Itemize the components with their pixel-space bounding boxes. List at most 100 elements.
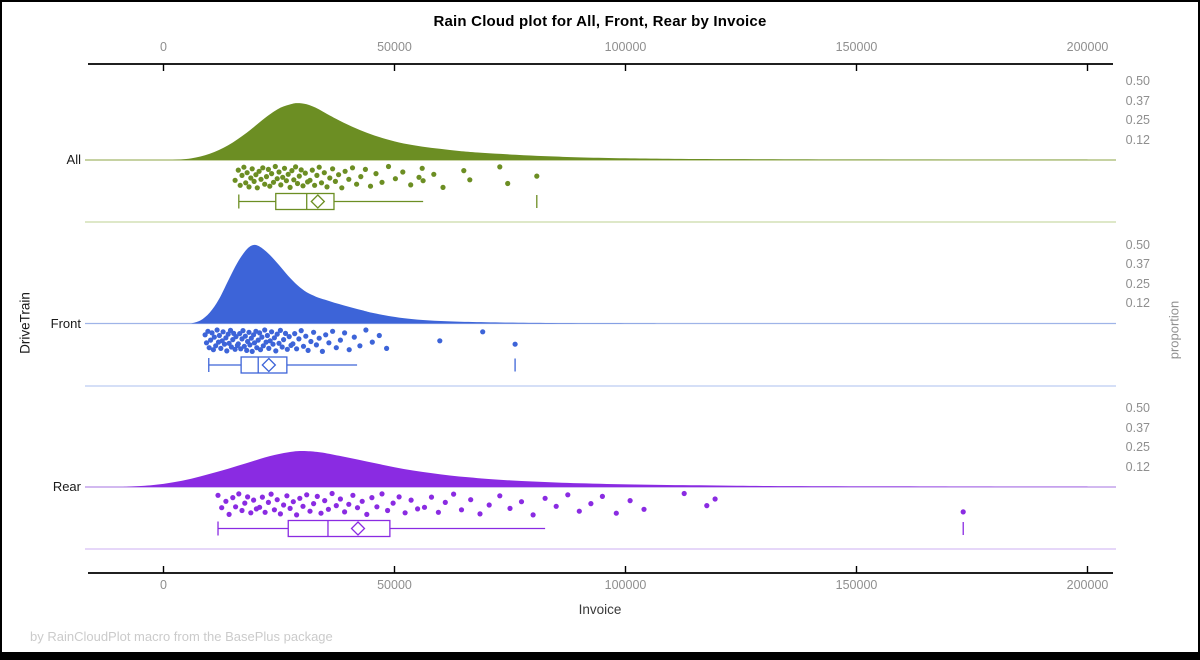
rain-point [534,173,540,179]
rain-point [284,493,290,499]
rain-point [385,163,392,170]
rain-point [530,512,536,518]
rain-point [323,332,329,338]
rain-point [314,493,320,499]
proportion-tick-label: 0.37 [1125,93,1150,108]
rain-point [203,340,210,346]
bottom-axis-tick-label: 0 [160,578,167,592]
rain-point [263,339,269,345]
rain-point [262,509,268,515]
rain-point [254,185,260,191]
rain-point [307,177,313,183]
rain-point [507,505,513,511]
rain-point [260,165,266,171]
rain-point [312,182,318,188]
proportion-tick-label: 0.37 [1125,257,1150,271]
rain-point [300,343,307,349]
rain-point [325,506,331,512]
rain-point [246,329,252,335]
rain-point [286,334,292,340]
rain-point [322,498,328,504]
rain-point [277,511,283,517]
rain-point [588,501,594,507]
rain-point [468,497,474,503]
rain-point [202,332,208,338]
category-label-all: All [66,152,81,167]
rain-point [396,494,402,500]
rain-point [420,178,426,184]
rain-point [257,347,264,353]
rain-point [385,507,391,514]
rain-point [300,183,306,189]
rain-point [330,328,336,334]
rain-point [346,347,352,353]
rain-point [402,510,408,516]
rain-point [237,331,243,337]
rain-point [255,337,261,343]
rain-point [248,175,254,181]
rain-point [218,345,224,351]
rain-point [374,504,380,510]
rain-point [627,498,633,504]
rain-point [236,491,242,497]
rain-point [246,184,252,190]
rain-point [442,499,448,505]
rain-point [258,176,264,182]
rain-point [421,504,428,510]
rain-point [321,170,327,176]
rain-point [224,348,230,354]
rain-point [279,344,285,350]
rain-point [280,174,286,180]
rain-point [251,497,257,503]
rain-point [239,172,245,178]
rain-point [294,512,300,518]
rain-point [300,503,306,509]
rain-point [259,334,265,340]
rain-point [210,347,216,353]
rain-point [274,331,280,337]
rain-point [232,346,238,352]
rain-point [576,508,582,514]
rain-point [256,168,262,174]
proportion-tick-label: 0.12 [1125,132,1150,147]
top-axis-tick-label: 0 [160,40,167,54]
rain-point [278,182,284,188]
rain-point [221,341,228,347]
rain-point [324,184,330,190]
rain-point [226,511,232,517]
rain-point [257,504,263,510]
rain-point [298,328,304,334]
rain-point [319,348,325,354]
rain-point [249,166,255,172]
rain-point [467,177,473,183]
rain-point [349,165,356,171]
rain-point [242,333,248,339]
rain-point [248,510,254,516]
rain-point [219,505,225,511]
rain-point [435,509,441,515]
rain-point [228,344,234,350]
mean-diamond [261,357,277,373]
rain-point [272,163,278,170]
proportion-tick-label: 0.50 [1125,74,1150,88]
proportion-tick-label: 0.37 [1125,420,1150,435]
rain-point [303,333,309,339]
rain-point [235,341,241,347]
rain-point [327,175,333,181]
rain-point [390,500,396,506]
top-axis-tick-label: 100000 [604,40,647,54]
rain-point [245,494,251,500]
rain-point [287,505,293,511]
rain-point [282,330,289,336]
rain-point [265,166,271,172]
rain-point [296,173,302,179]
proportion-tick-label: 0.25 [1125,276,1150,291]
mean-diamond [350,521,366,536]
rain-point [290,341,296,347]
rain-point [298,167,304,173]
rain-point [451,491,457,497]
rain-point [337,496,343,502]
rain-point [213,343,219,349]
rain-point [235,167,241,173]
